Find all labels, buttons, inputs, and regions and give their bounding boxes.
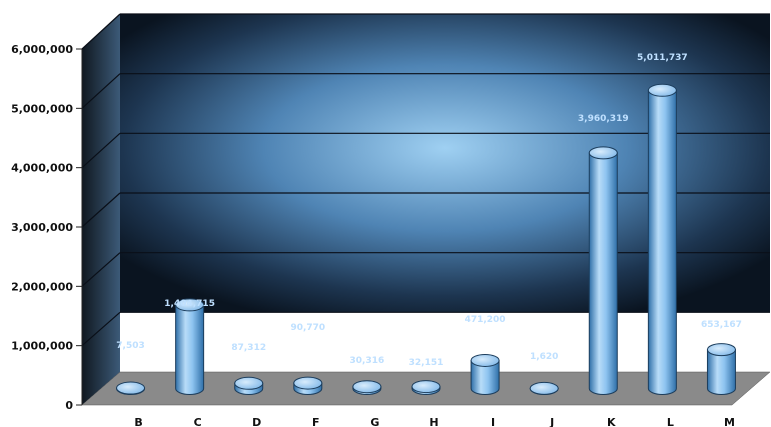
data-label: 3,960,319: [578, 114, 629, 124]
y-tick-label: 5,000,000: [11, 102, 73, 115]
bar-cap: [529, 381, 559, 395]
data-labels: 7,503 1,404,715 87,312 90,770 30,316 32,151 47…: [116, 53, 742, 368]
bar-cap: [588, 146, 618, 160]
y-tick-label: 6,000,000: [11, 43, 73, 56]
bar-cap: [706, 343, 736, 357]
bar-I: [470, 353, 500, 395]
data-label: 32,151: [409, 358, 444, 368]
bar-K: [588, 146, 618, 395]
bar-cap: [175, 298, 205, 312]
bar-body: [647, 89, 677, 395]
gridline-side: [81, 192, 121, 228]
bar-body: [706, 349, 736, 395]
gridline-side: [81, 132, 121, 169]
data-label: 30,316: [350, 356, 385, 366]
y-tick-label: 4,000,000: [11, 162, 73, 175]
bar-F: [293, 376, 323, 395]
gridline-side: [81, 13, 121, 50]
data-label: 5,011,737: [637, 53, 688, 63]
data-label: 90,770: [290, 323, 325, 333]
x-tick-label: J: [549, 416, 554, 427]
y-tick-label: 1,000,000: [11, 340, 73, 353]
bar-body: [588, 152, 618, 395]
bars: [116, 83, 736, 395]
x-tick-label: G: [370, 416, 379, 427]
bar-M: [706, 343, 736, 395]
gridline-side: [81, 311, 121, 347]
x-tick-label: B: [134, 416, 142, 427]
x-tick-label: L: [667, 416, 674, 427]
y-tick-label: 0: [65, 399, 73, 412]
data-label: 471,200: [465, 315, 506, 325]
bar-C: [175, 298, 205, 395]
bar-B: [116, 381, 146, 395]
bar-J: [529, 381, 559, 395]
bar-body: [470, 359, 500, 395]
bar-cap: [234, 376, 264, 390]
y-tick-label: 2,000,000: [11, 280, 73, 293]
bar-cap: [647, 83, 677, 97]
y-axis: 0 1,000,000 2,000,000 3,000,000 4,000,000 5,0…: [11, 43, 83, 412]
data-label: 653,167: [701, 320, 742, 330]
bar-H: [411, 380, 441, 395]
bar-cap: [116, 381, 146, 395]
bar-D: [234, 376, 264, 395]
y-tick-label: 3,000,000: [11, 221, 73, 234]
gridline-side: [81, 252, 121, 287]
data-label: 1,620: [530, 352, 558, 362]
bar-body: [175, 304, 205, 395]
bar-L: [647, 83, 677, 395]
bar-G: [352, 380, 382, 395]
bar-cap: [293, 376, 323, 390]
bar-cap: [411, 380, 441, 394]
x-tick-label: M: [724, 416, 735, 427]
x-tick-label: H: [429, 416, 438, 427]
bar-cap: [470, 353, 500, 367]
x-tick-label: F: [312, 416, 320, 427]
data-label: 7,503: [116, 341, 144, 351]
x-tick-label: I: [491, 416, 495, 427]
x-tick-label: D: [252, 416, 261, 427]
data-label: 87,312: [231, 343, 266, 353]
bar-cap: [352, 380, 382, 394]
x-tick-label: C: [194, 416, 202, 427]
x-tick-label: K: [607, 416, 616, 427]
gridline-side: [81, 73, 121, 109]
data-label: 1,404,715: [164, 299, 215, 309]
